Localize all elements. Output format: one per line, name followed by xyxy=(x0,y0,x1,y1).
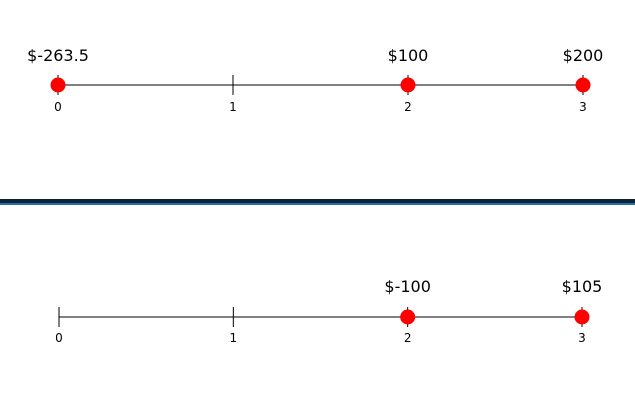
divider-accent-band xyxy=(0,203,635,205)
section-divider xyxy=(0,199,635,205)
timeline-top: 0 1 2 3 $-263.5 $100 $200 xyxy=(27,46,603,114)
cash-flow-label: $-263.5 xyxy=(27,46,89,65)
period-label: 3 xyxy=(578,331,586,345)
cash-flow-marker xyxy=(400,77,416,93)
cash-flow-label: $105 xyxy=(562,277,603,296)
period-label: 2 xyxy=(404,331,412,345)
cash-flow-marker xyxy=(400,309,416,325)
period-label: 1 xyxy=(229,100,237,114)
timeline-bottom: 0 1 2 3 $-100 $105 xyxy=(55,277,602,345)
divider-dark-band xyxy=(0,199,635,203)
cash-flow-label: $100 xyxy=(388,46,429,65)
cash-flow-marker xyxy=(574,309,590,325)
period-label: 0 xyxy=(55,331,63,345)
cash-flow-label: $200 xyxy=(563,46,604,65)
period-label: 2 xyxy=(404,100,412,114)
period-label: 1 xyxy=(230,331,238,345)
cash-flow-label: $-100 xyxy=(384,277,431,296)
cash-flow-marker xyxy=(575,77,591,93)
period-label: 0 xyxy=(54,100,62,114)
period-label: 3 xyxy=(579,100,587,114)
cash-flow-marker xyxy=(50,77,66,93)
